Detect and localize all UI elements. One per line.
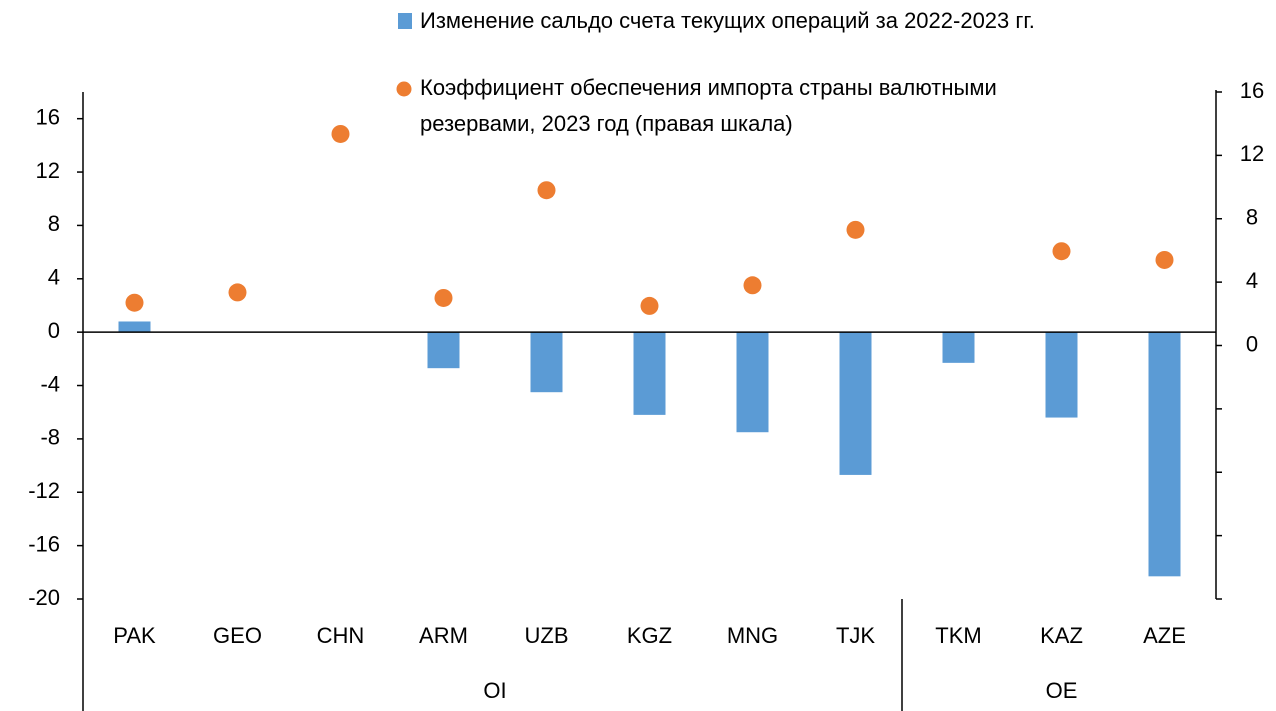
bar	[530, 332, 563, 393]
y-tick-label: -16	[28, 531, 60, 556]
legend-label: Изменение сальдо счета текущих операций …	[420, 8, 1035, 33]
y2-tick-label: 8	[1246, 205, 1258, 230]
y2-tick-label: 4	[1246, 268, 1258, 293]
y-tick-label: -20	[28, 585, 60, 610]
y-tick-label: 12	[36, 158, 60, 183]
x-tick-label: TKM	[935, 623, 981, 648]
bar	[839, 332, 872, 475]
x-tick-label: GEO	[213, 623, 262, 648]
bar	[427, 332, 460, 369]
y-tick-label: -4	[40, 371, 60, 396]
dot	[640, 296, 659, 315]
dot	[434, 288, 453, 307]
y-tick-label: 0	[48, 318, 60, 343]
y-tick-label: 4	[48, 265, 60, 290]
group-label: OE	[1046, 678, 1078, 703]
dot	[1155, 250, 1174, 269]
bar	[633, 332, 666, 415]
dot	[846, 220, 865, 239]
y-tick-label: -12	[28, 478, 60, 503]
bar	[1148, 332, 1181, 577]
dot	[125, 293, 144, 312]
x-tick-label: KGZ	[627, 623, 672, 648]
y-tick-label: 8	[48, 211, 60, 236]
x-tick-label: UZB	[525, 623, 569, 648]
legend-swatch	[398, 13, 412, 29]
x-tick-label: PAK	[113, 623, 156, 648]
x-tick-label: KAZ	[1040, 623, 1083, 648]
bar	[736, 332, 769, 433]
bar	[1045, 332, 1078, 418]
y2-tick-label: 12	[1240, 141, 1264, 166]
dot	[743, 276, 762, 295]
legend-swatch	[396, 81, 412, 97]
x-tick-label: AZE	[1143, 623, 1186, 648]
y-tick-label: 16	[36, 104, 60, 129]
dot	[537, 181, 556, 200]
dot	[1052, 242, 1071, 261]
y2-tick-label: 16	[1240, 78, 1264, 103]
y-tick-label: -8	[40, 425, 60, 450]
x-tick-label: MNG	[727, 623, 778, 648]
legend-label: Коэффициент обеспечения импорта страны в…	[420, 75, 997, 136]
dot	[331, 124, 350, 143]
x-tick-label: TJK	[836, 623, 875, 648]
y2-tick-label: 0	[1246, 331, 1258, 356]
x-tick-label: ARM	[419, 623, 468, 648]
bar	[118, 321, 151, 333]
group-label: OI	[483, 678, 506, 703]
x-tick-label: CHN	[317, 623, 365, 648]
dot	[228, 283, 247, 302]
bar	[942, 332, 975, 363]
